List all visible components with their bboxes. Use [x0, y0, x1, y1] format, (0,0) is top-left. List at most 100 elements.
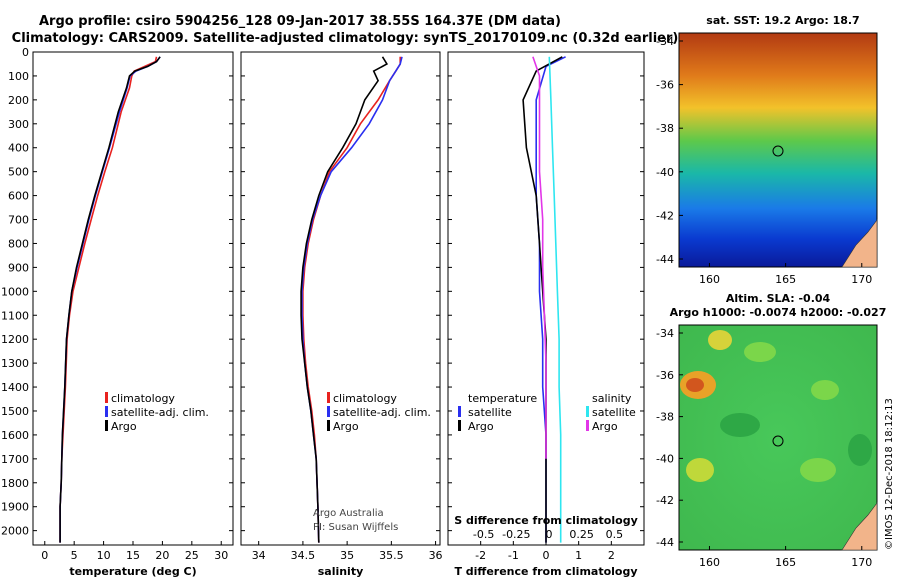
sla-field [678, 324, 878, 551]
sla-anomaly [686, 378, 704, 392]
legend-climatology-swatch [327, 392, 330, 403]
x-tick-label: 35 [340, 549, 354, 562]
series-argo-line [59, 56, 161, 543]
lon-tick-label: 165 [775, 273, 796, 286]
legend-satellite-swatch [327, 406, 330, 417]
lon-tick-label: 160 [699, 556, 720, 569]
legend-argo-label: Argo [111, 420, 137, 433]
legend-t-satellite-label: satellite [468, 406, 512, 419]
depth-tick-label: 100 [8, 70, 29, 83]
legend-s-satellite-swatch [586, 406, 589, 417]
sst-profile-marker [772, 145, 784, 157]
series-argo-line [300, 56, 389, 543]
series-s-argo-line [532, 56, 547, 459]
x-tick-label: 15 [126, 549, 140, 562]
lat-tick-label: -42 [656, 209, 674, 222]
legend-s-argo-label: Argo [592, 420, 618, 433]
legend-t-argo-label: Argo [468, 420, 494, 433]
credit-line2: PI: Susan Wijffels [313, 522, 398, 533]
x2-tick-label: 0 [546, 528, 553, 541]
x-tick-label: 1 [575, 549, 582, 562]
sla-panel-title1: Altim. SLA: -0.04 [726, 292, 831, 305]
sla-map-axes: 160 165 170 -34 -36 -38 -40 -42 -44 [656, 327, 872, 569]
lat-tick-label: -44 [656, 536, 674, 549]
legend-climatology-label: climatology [333, 392, 397, 405]
s-difference-axis-label: S difference from climatology [454, 514, 638, 527]
series-s-satellite-line [548, 56, 562, 543]
lat-tick-label: -36 [656, 79, 674, 92]
x2-tick-label: 0.5 [606, 528, 624, 541]
legend-temperature-title: temperature [468, 392, 537, 405]
temp-profile-plot: 0 5 10 15 20 25 30 temperature (deg C) [41, 56, 228, 578]
x-tick-label: 25 [185, 549, 199, 562]
depth-tick-label: 1800 [1, 477, 29, 490]
x2-tick-label: -0.5 [473, 528, 494, 541]
lat-tick-label: -36 [656, 369, 674, 382]
depth-tick-label: 900 [8, 261, 29, 274]
lat-tick-label: -38 [656, 122, 674, 135]
depth-tick-label: 1700 [1, 453, 29, 466]
x-tick-label: 35.5 [379, 549, 404, 562]
depth-tick-label: 600 [8, 190, 29, 203]
header-line2: Climatology: CARS2009. Satellite-adjuste… [12, 31, 679, 46]
x-tick-label: 0 [543, 549, 550, 562]
legend-argo-swatch [105, 420, 108, 431]
depth-tick-label: 200 [8, 94, 29, 107]
depth-tick-label: 300 [8, 118, 29, 131]
sla-anomaly [720, 413, 760, 437]
depth-tick-label: 1600 [1, 429, 29, 442]
sla-anomaly [708, 330, 732, 350]
depth-tick-label: 400 [8, 142, 29, 155]
sla-anomaly [686, 458, 714, 482]
x-tick-label: 20 [155, 549, 169, 562]
sla-coastline [841, 502, 878, 551]
legend-argo-swatch [327, 420, 330, 431]
depth-axis: 0 100 200 300 400 500 600 700 800 900 1000 1100 1200… [1, 46, 644, 538]
x-tick-label: 34 [252, 549, 266, 562]
difference-plot: -2 -1 0 1 2 T difference from climatology -0.5… [454, 56, 638, 578]
x-axis-label: T difference from climatology [454, 565, 637, 578]
sla-profile-marker [772, 435, 784, 447]
depth-tick-label: 1500 [1, 405, 29, 418]
depth-tick-label: 1400 [1, 381, 29, 394]
depth-tick-label: 500 [8, 166, 29, 179]
series-satellite-line [59, 56, 161, 543]
series-climatology-line [302, 56, 402, 543]
legend-argo-label: Argo [333, 420, 359, 433]
lat-tick-label: -40 [656, 166, 674, 179]
x2-tick-label: 0.25 [569, 528, 594, 541]
x-tick-label: 30 [214, 549, 228, 562]
x-tick-label: 10 [97, 549, 111, 562]
lon-tick-label: 165 [775, 556, 796, 569]
credit-line1: Argo Australia [313, 508, 384, 519]
legend-s-argo-swatch [586, 420, 589, 431]
legend-climatology-label: climatology [111, 392, 175, 405]
depth-tick-label: 0 [22, 46, 29, 59]
sla-panel-title2: Argo h1000: -0.0074 h2000: -0.027 [670, 306, 887, 319]
watermark: ©IMOS 12-Dec-2018 18:12:13 [884, 398, 895, 550]
x-tick-label: -1 [508, 549, 519, 562]
lat-tick-label: -38 [656, 411, 674, 424]
sst-map: 160 165 170 -34 -36 -38 -40 -42 -44 [656, 32, 878, 286]
depth-tick-label: 700 [8, 214, 29, 227]
lat-tick-label: -40 [656, 452, 674, 465]
depth-tick-label: 800 [8, 237, 29, 250]
header-line1: Argo profile: csiro 5904256_128 09-Jan-2… [39, 14, 561, 29]
depth-tick-label: 1100 [1, 309, 29, 322]
sst-field [678, 32, 878, 268]
lon-tick-label: 170 [851, 273, 872, 286]
sst-coastline [841, 219, 878, 268]
legend-s-satellite-label: satellite [592, 406, 636, 419]
sla-map: 160 165 170 -34 -36 -38 -40 -42 -44 [656, 324, 878, 569]
depth-tick-label: 2000 [1, 525, 29, 538]
sst-panel-title: sat. SST: 19.2 Argo: 18.7 [706, 14, 859, 27]
depth-tick-label: 1000 [1, 285, 29, 298]
legend-salinity-title: salinity [592, 392, 632, 405]
lon-tick-label: 160 [699, 273, 720, 286]
lat-tick-label: -42 [656, 494, 674, 507]
lon-tick-label: 170 [851, 556, 872, 569]
x-axis-label: temperature (deg C) [69, 565, 196, 578]
temp-legend: climatology satellite-adj. clim. Argo [105, 392, 209, 433]
legend-t-satellite-swatch [458, 406, 461, 417]
